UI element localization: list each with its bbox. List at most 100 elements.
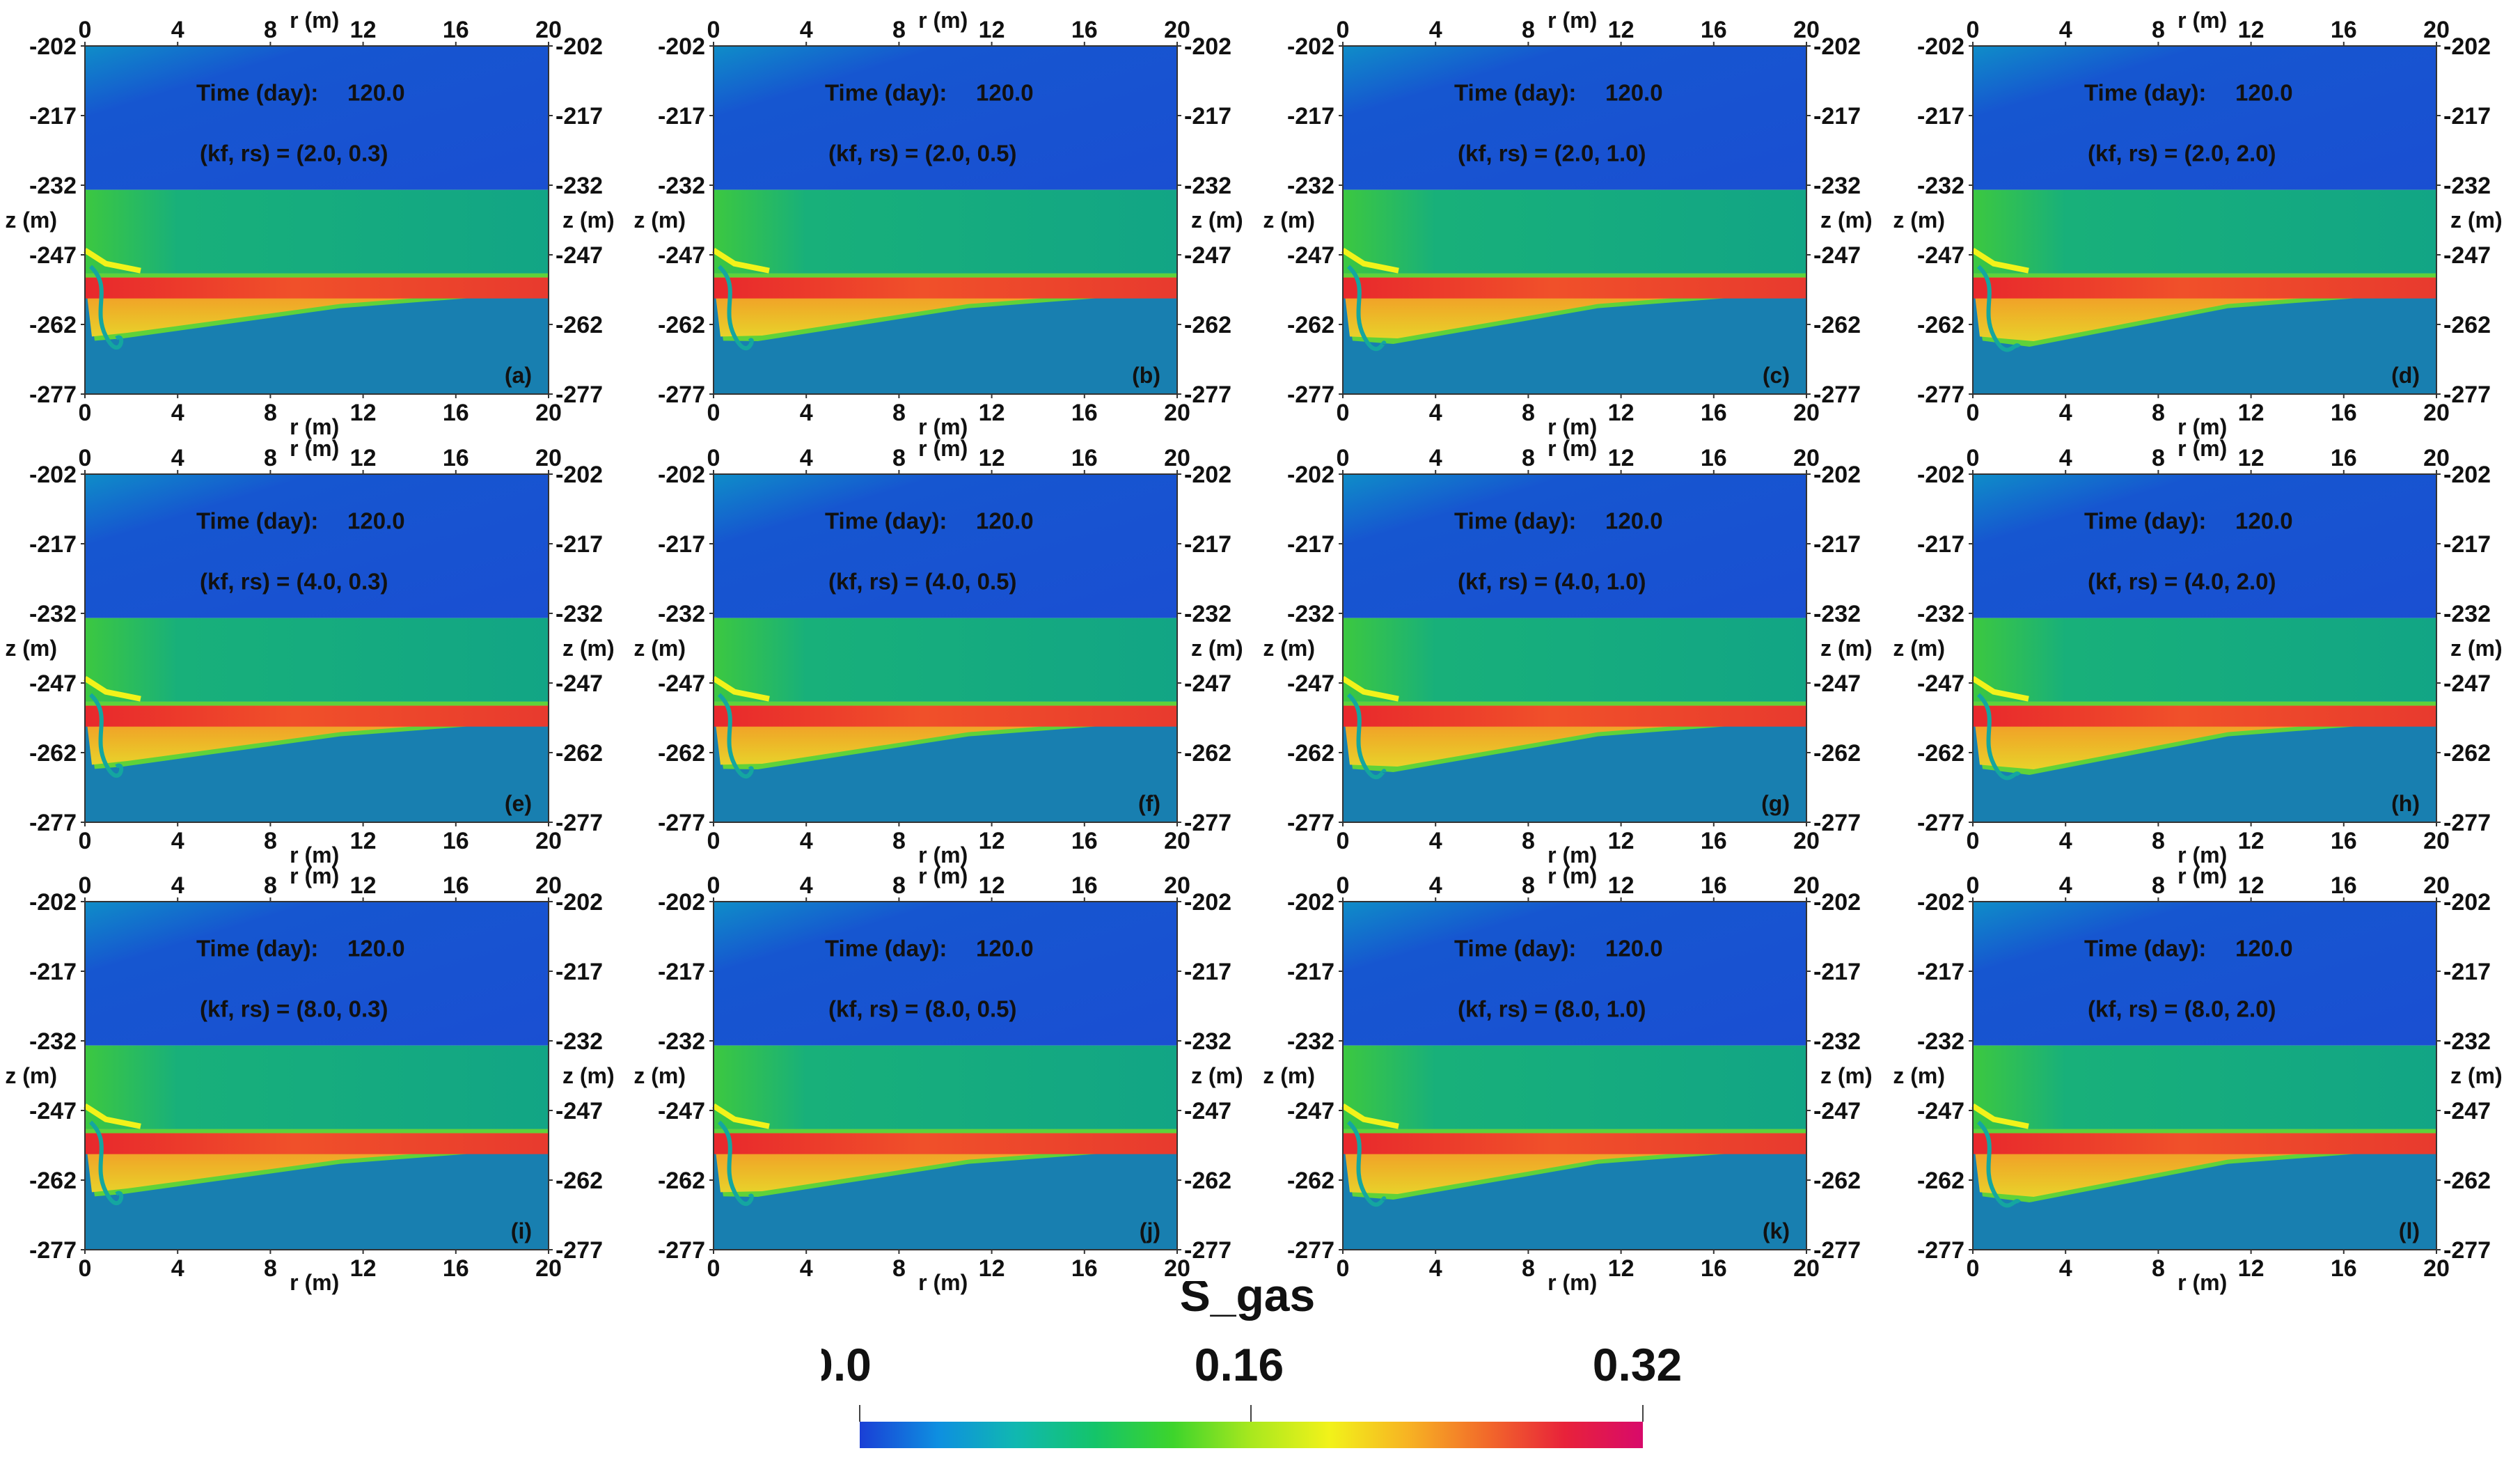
x-tick-label-top: 4 [1429,17,1442,43]
field-middle-layer [85,189,549,274]
time-value: 120.0 [1605,508,1663,534]
x-tick-label-top: 0 [1967,872,1980,899]
y-axis-label-right: z (m) [562,207,615,233]
time-label: Time (day): [196,80,318,106]
y-tick-label-right: -262 [1184,1168,1231,1194]
field-upper-layer [714,902,1177,1046]
x-tick-label-top: 20 [535,17,562,43]
near-well-front [1346,265,1387,352]
field-upper-layer [714,474,1177,618]
y-axis-label-left: z (m) [1893,1063,1945,1088]
y-tick-label-right: -247 [1184,1098,1231,1124]
y-tick-label-left: -217 [1917,531,1964,558]
x-tick-label-bottom: 8 [892,1255,906,1282]
near-well-front [88,1120,124,1205]
x-tick-label-top: 4 [800,872,813,899]
y-tick-label-left: -262 [29,740,77,767]
y-tick-label-left: -262 [1917,740,1964,767]
x-tick-label-bottom: 20 [1164,400,1190,426]
panel-frame [1342,45,1807,395]
x-tick-label-top: 20 [1793,872,1820,899]
x-tick-label-top: 8 [264,445,277,471]
x-tick-label-top: 4 [171,445,184,471]
x-tick-label-bottom: 20 [2423,400,2450,426]
y-tick-label-right: -217 [556,531,603,558]
y-tick-label-left: -277 [1287,1237,1334,1264]
y-tick-label-right: -277 [556,1237,603,1264]
time-label: Time (day): [825,80,947,106]
x-axis-label-top: r (m) [290,436,339,461]
near-well-front [1346,1120,1387,1207]
x-tick-label-top: 12 [1608,17,1635,43]
y-axis-label-left: z (m) [633,1063,686,1088]
panel: 0 0 4 4 8 8 12 12 16 16 20 20 r (m) r (m) -202 -202 -217… [633,8,1243,439]
y-tick-label-right: -232 [2443,1028,2491,1055]
near-well-front [717,1120,754,1207]
near-well-upper-front [1341,675,1399,702]
x-tick-label-top: 20 [1793,445,1820,471]
x-tick-label-bottom: 16 [1701,400,1727,426]
y-tick-label-left: -262 [658,740,705,767]
x-tick-label-bottom: 16 [1701,828,1727,854]
x-tick-label-bottom: 8 [892,828,906,854]
y-tick-label-right: -247 [1813,1098,1861,1124]
x-tick-label-bottom: 8 [1522,400,1535,426]
x-tick-label-top: 4 [171,17,184,43]
field-middle-layer [714,189,1177,274]
x-tick-label-bottom: 4 [800,1255,813,1282]
x-tick-label-top: 20 [1164,445,1190,471]
x-axis-label-top: r (m) [1548,863,1597,888]
field-middle-layer [85,1045,549,1129]
near-well-upper-front [1971,675,2029,702]
x-axis-label-bottom: r (m) [290,1270,339,1295]
y-tick-label-left: -217 [29,959,77,985]
gas-plume-core [85,277,549,299]
x-tick-label-bottom: 16 [2331,828,2357,854]
panel-id-label: (b) [1132,363,1160,388]
y-tick-label-left: -247 [29,670,77,697]
x-tick-label-top: 0 [1967,445,1980,471]
parameter-annotation: (kf, rs) = (4.0, 2.0) [2088,568,2276,594]
x-tick-label-top: 16 [1701,17,1727,43]
panel-frame [84,901,549,1250]
panel: 0 0 4 4 8 8 12 12 16 16 20 20 r (m) r (m) -202 -202 -217… [633,436,1243,867]
y-tick-label-left: -202 [1287,889,1334,916]
y-tick-label-left: -277 [658,382,705,408]
y-tick-label-right: -277 [1184,1237,1231,1264]
y-tick-label-right: -277 [1184,382,1231,408]
parameter-annotation: (kf, rs) = (4.0, 0.5) [828,568,1017,594]
x-tick-label-bottom: 0 [1967,828,1980,854]
y-tick-label-right: -202 [1184,889,1231,916]
x-tick-label-top: 8 [264,872,277,899]
x-axis-label-bottom: r (m) [2178,842,2227,867]
near-well-front [88,265,124,350]
y-tick-label-right: -202 [2443,33,2491,60]
x-tick-label-top: 8 [892,17,906,43]
time-label: Time (day): [2084,80,2206,106]
y-tick-label-right: -202 [1813,462,1861,488]
x-tick-label-bottom: 4 [2059,828,2072,854]
y-tick-label-left: -232 [1917,173,1964,199]
colorbar-tick-max: 0.32 [1593,1339,1682,1390]
parameter-annotation: (kf, rs) = (2.0, 0.5) [828,140,1017,166]
y-tick-label-left: -262 [1287,1168,1334,1194]
parameter-annotation: (kf, rs) = (4.0, 1.0) [1458,568,1646,594]
y-axis-label-left: z (m) [5,1063,57,1088]
y-tick-label-right: -202 [1813,889,1861,916]
x-tick-label-bottom: 12 [979,828,1005,854]
y-tick-label-right: -217 [1813,531,1861,558]
time-label: Time (day): [825,508,947,534]
y-tick-label-right: -232 [1184,1028,1231,1055]
near-well-upper-front [1971,1103,2029,1129]
near-well-upper-front [1341,247,1399,274]
x-tick-label-bottom: 20 [1164,1255,1190,1282]
parameter-annotation: (kf, rs) = (8.0, 1.0) [1458,996,1646,1021]
x-axis-label-bottom: r (m) [918,1270,968,1295]
parameter-annotation: (kf, rs) = (2.0, 1.0) [1458,140,1646,166]
x-tick-label-bottom: 20 [2423,1255,2450,1282]
x-tick-label-bottom: 0 [707,828,720,854]
y-tick-label-right: -232 [2443,601,2491,627]
y-axis-label-left: z (m) [5,636,57,661]
y-tick-label-right: -247 [2443,242,2491,269]
x-tick-label-bottom: 0 [1967,1255,1980,1282]
